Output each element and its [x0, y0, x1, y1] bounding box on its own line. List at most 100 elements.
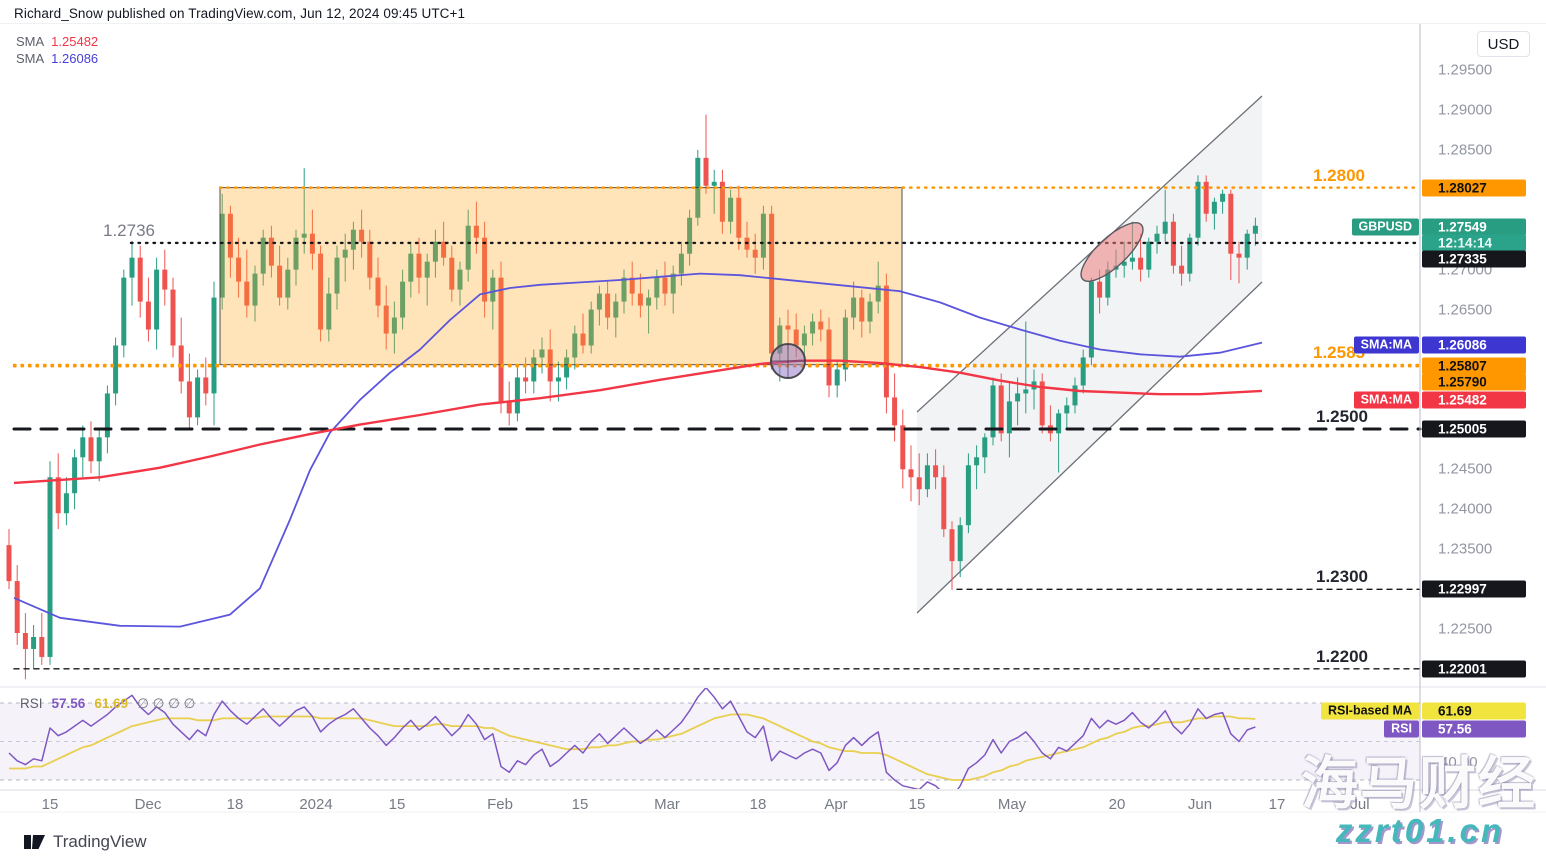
time-axis-label[interactable]: Dec [134, 796, 162, 813]
candle [375, 277, 381, 306]
candle [268, 237, 274, 266]
candle [236, 257, 242, 282]
time-axis-label[interactable]: 20 [1108, 796, 1126, 813]
time-axis-label[interactable]: 15 [908, 796, 926, 813]
sma-label: SMA [16, 51, 45, 66]
candle [359, 229, 365, 242]
price-axis-badge: 1.25807 [1422, 357, 1526, 375]
candle [1203, 181, 1209, 214]
level-label: 1.2585 [1313, 342, 1365, 362]
price-axis-badge: 1.27335 [1422, 250, 1526, 268]
candle [1154, 233, 1160, 242]
candle [145, 301, 151, 330]
candle [1072, 385, 1078, 406]
candle [736, 197, 742, 238]
rsi-pane[interactable] [8, 688, 1256, 798]
time-axis-label[interactable]: 18 [226, 796, 244, 813]
candle [498, 277, 504, 402]
time-axis-label[interactable]: 15 [41, 796, 59, 813]
candle [678, 253, 684, 274]
time-axis-label[interactable]: 15 [388, 796, 406, 813]
candle [1138, 257, 1144, 270]
price-axis-badge: 1.27549 [1422, 218, 1526, 236]
price-axis-badge: 1.22001 [1422, 660, 1526, 678]
sma-ma-tag: SMA:MA [1353, 391, 1419, 409]
sma-100-line[interactable] [13, 359, 1263, 485]
candle [39, 636, 45, 657]
candle [88, 437, 94, 462]
candle [1064, 405, 1070, 414]
rsi-based-ma-tag: RSI-based MA [1320, 702, 1419, 720]
sma-red-value: 1.25482 [51, 34, 99, 49]
candle [342, 249, 348, 258]
candle [572, 333, 578, 358]
candle [318, 253, 324, 330]
candle [121, 277, 127, 346]
candle [285, 269, 291, 298]
candle [1228, 193, 1234, 254]
candle [662, 277, 668, 294]
consolidation-box[interactable] [219, 187, 903, 366]
candle [350, 229, 356, 250]
candle [892, 397, 898, 426]
candle [752, 249, 758, 258]
candle [637, 293, 643, 306]
time-axis-label[interactable]: Apr [824, 796, 848, 813]
time-axis-label[interactable]: 17 [1268, 796, 1286, 813]
price-axis-badge: 1.22997 [1422, 580, 1526, 598]
price-axis-badge: 1.25005 [1422, 420, 1526, 438]
candle [277, 265, 283, 298]
time-axis-label[interactable]: Mar [654, 796, 680, 813]
candle [1236, 253, 1242, 258]
candle [785, 325, 791, 330]
candle [1056, 413, 1062, 434]
candle [203, 377, 209, 394]
price-tick-label: 1.29000 [1438, 101, 1493, 119]
candle [1023, 389, 1029, 394]
sma-legend-row[interactable]: SMA 1.26086 [16, 51, 98, 67]
price-axis-badge: 61.69 [1422, 702, 1526, 720]
candle [416, 253, 422, 278]
price-tick-label: 1.22500 [1438, 620, 1493, 638]
time-axis-label[interactable]: Jul [1350, 796, 1370, 813]
candle [769, 213, 775, 354]
candle [826, 329, 832, 386]
candle [1006, 401, 1012, 434]
candle [72, 457, 78, 494]
tradingview-footer[interactable]: TradingView [24, 832, 147, 852]
candle [137, 257, 143, 302]
time-axis-label[interactable]: Jun [1187, 796, 1213, 813]
candle [1162, 221, 1168, 234]
candle [580, 333, 586, 346]
candle [588, 309, 594, 346]
candle [949, 529, 955, 562]
candle [1244, 233, 1250, 258]
rsi-ma-line [9, 713, 1256, 781]
ellipse-annotation[interactable] [1073, 214, 1151, 290]
candle [441, 241, 447, 258]
candle [646, 297, 652, 306]
sma-legend-row[interactable]: SMA 1.25482 [16, 34, 98, 50]
candle [703, 157, 709, 186]
candle [482, 237, 488, 302]
time-axis-label[interactable]: 2024 [299, 796, 333, 813]
header-divider [0, 23, 1546, 24]
rsi-legend[interactable]: RSI 57.56 61.69 ∅ ∅ ∅ ∅ [20, 696, 204, 712]
candle [1220, 193, 1226, 202]
candle [711, 181, 717, 186]
candle [859, 297, 865, 322]
candle [818, 321, 824, 330]
candle [990, 385, 996, 438]
candle [383, 305, 389, 334]
candle [801, 333, 807, 346]
candle [178, 345, 184, 382]
time-axis-label[interactable]: 15 [571, 796, 589, 813]
time-axis-label[interactable]: Feb [487, 796, 513, 813]
time-axis-label[interactable]: 18 [749, 796, 767, 813]
candle [539, 349, 545, 358]
time-axis-label[interactable]: May [997, 796, 1027, 813]
candle [916, 477, 922, 490]
currency-toggle-button[interactable]: USD [1477, 31, 1530, 57]
sma-200-line[interactable] [13, 272, 1263, 628]
